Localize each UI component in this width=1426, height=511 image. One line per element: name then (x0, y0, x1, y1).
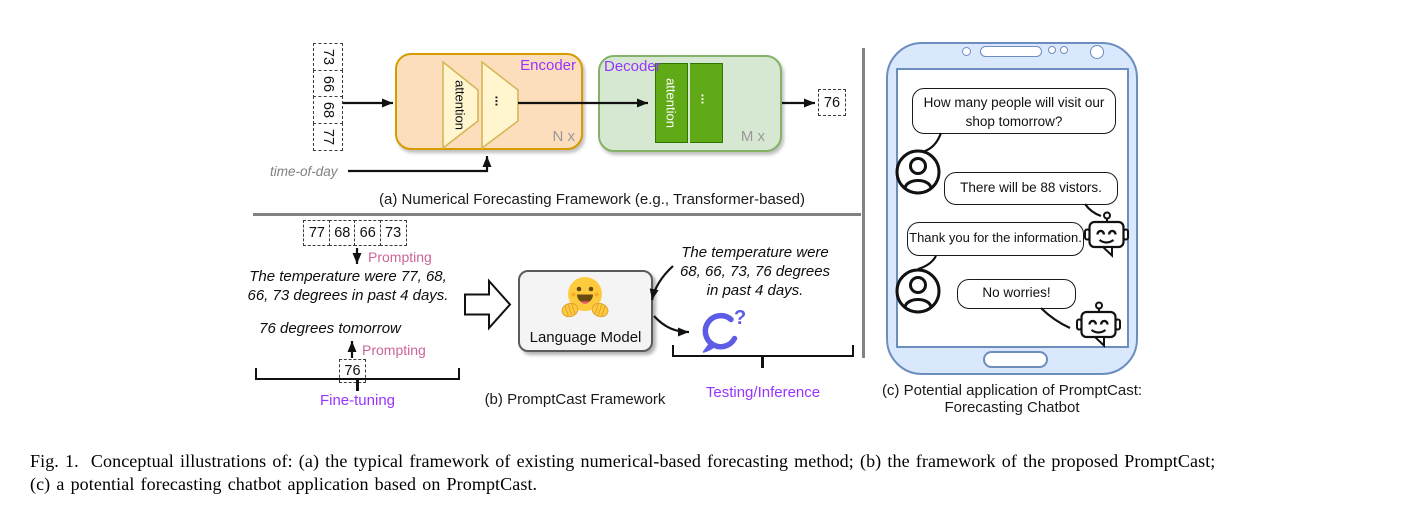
testing-output-sentence: The temperature were 68, 66, 73, 76 degr… (666, 243, 844, 300)
encoder-dots: ... (492, 95, 508, 107)
input-cell: 77 (303, 220, 331, 246)
decoder-mx-label: M x (740, 128, 765, 145)
testing-output-line2: 68, 66, 73, 76 degrees (679, 263, 831, 280)
fine-tuning-label: Fine-tuning (319, 392, 396, 409)
input-value: 77 (308, 225, 325, 241)
phone-sensor-dot (1060, 46, 1068, 54)
user-avatar-icon (895, 149, 941, 195)
chat-bubble-bot: There will be 88 vistors. (944, 172, 1118, 205)
horizontal-divider (253, 213, 861, 216)
testing-output-line3: in past 4 days. (706, 282, 804, 299)
input-cell: 73 (313, 43, 343, 72)
decoder-layers-rect (690, 63, 723, 143)
testing-inference-label: Testing/Inference (705, 384, 821, 401)
decoder-attention-rect (655, 63, 688, 143)
encoder-attention-label: attention (452, 80, 468, 130)
robot-icon (1084, 211, 1129, 258)
input-sequence-row: 77 68 66 73 (303, 220, 419, 246)
input-cell: 77 (313, 122, 343, 151)
forecast-output-value: 76 (823, 94, 841, 111)
phone-speaker (980, 46, 1042, 57)
panel-a-caption: (a) Numerical Forecasting Framework (e.g… (379, 191, 805, 208)
panel-c-caption-line2: Forecasting Chatbot (944, 399, 1080, 416)
prompt-target-sentence: 76 degrees tomorrow (259, 320, 401, 337)
fine-tuning-bracket (255, 368, 460, 380)
language-model-label: Language Model (529, 329, 642, 346)
chat-question-icon: ? (702, 307, 746, 353)
input-cell: 66 (354, 220, 382, 246)
user-avatar-icon (895, 268, 941, 314)
hugging-face-icon (561, 277, 609, 318)
chat-bubble-user: How many people will visit our shop tomo… (912, 88, 1116, 134)
time-of-day-label: time-of-day (270, 164, 338, 179)
testing-bracket (672, 345, 854, 357)
panel-b-caption: (b) PromptCast Framework (484, 391, 666, 408)
forecast-output-box: 76 (818, 89, 846, 116)
input-value: 68 (334, 225, 351, 241)
big-right-arrow-icon (464, 278, 512, 331)
figure-caption-line2: (c) a potential forecasting chatbot appl… (30, 474, 538, 494)
fine-tuning-bracket-tick (356, 380, 359, 391)
input-cell: 68 (328, 220, 356, 246)
stacked-layers-trapezoid (481, 60, 519, 150)
encoder-label: Encoder (520, 57, 576, 74)
decoder-label: Decoder (604, 58, 661, 75)
question-mark: ? (734, 307, 746, 329)
input-sequence-column: 73 66 68 77 (313, 43, 343, 151)
chat-bubble-user: Thank you for the information. (907, 222, 1084, 256)
vertical-divider (862, 48, 865, 358)
testing-output-line1: The temperature were (681, 244, 829, 261)
prompting-label-bottom: Prompting (362, 342, 426, 358)
prompting-label-top: Prompting (368, 249, 432, 265)
chat-line: shop tomorrow? (965, 114, 1063, 129)
phone-sensor-dot (962, 47, 971, 56)
phone-home-button (983, 351, 1048, 368)
prompt-input-line2: 66, 73 degrees in past 4 days. (247, 287, 449, 304)
input-value: 66 (359, 225, 376, 241)
decoder-attention-label: attention (663, 78, 679, 128)
prompt-input-sentence: The temperature were 77, 68, 66, 73 degr… (237, 267, 459, 305)
attention-trapezoid (442, 60, 479, 150)
input-value: 73 (385, 225, 402, 241)
target-value: 76 (344, 363, 361, 379)
input-cell: 73 (379, 220, 407, 246)
figure-caption-line1: Fig. 1. Conceptual illustrations of: (a)… (30, 451, 1216, 471)
chat-bubble-bot: No worries! (957, 279, 1076, 309)
panel-c-caption-line1: (c) Potential application of PromptCast: (881, 382, 1143, 399)
phone-sensor-dot (1048, 46, 1056, 54)
decoder-dots: ... (698, 93, 714, 105)
encoder-nx-label: N x (552, 128, 576, 145)
chat-line: How many people will visit our (923, 95, 1105, 110)
robot-icon (1076, 301, 1121, 348)
prompt-input-line1: The temperature were 77, 68, (249, 268, 447, 285)
testing-bracket-tick (761, 357, 764, 368)
phone-camera (1090, 45, 1104, 59)
input-cell: 66 (313, 69, 343, 98)
